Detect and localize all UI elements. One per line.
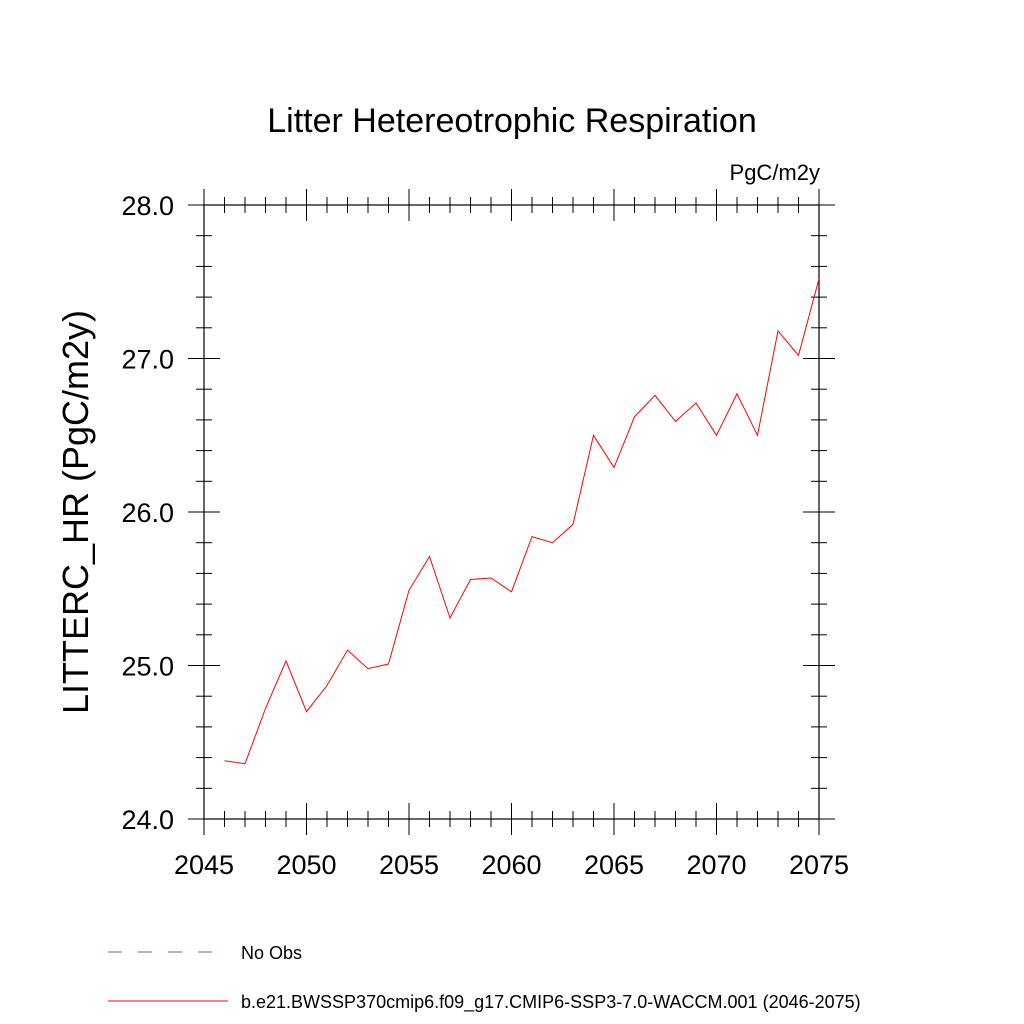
plot-frame <box>203 204 820 820</box>
y-tick-label: 24.0 <box>121 805 174 835</box>
x-tick-label: 2055 <box>379 850 439 880</box>
legend-label: b.e21.BWSSP370cmip6.f09_g17.CMIP6-SSP3-7… <box>241 992 861 1013</box>
units-label: PgC/m2y <box>730 160 820 185</box>
x-tick-label: 2060 <box>481 850 541 880</box>
y-axis-label: LITTERC_HR (PgC/m2y) <box>55 310 96 714</box>
chart-title: Litter Hetereotrophic Respiration <box>267 102 756 140</box>
x-tick-label: 2065 <box>584 850 644 880</box>
x-tick-label: 2045 <box>174 850 234 880</box>
axis-ticks <box>188 189 835 835</box>
legend-label: No Obs <box>241 943 302 963</box>
x-tick-label: 2070 <box>686 850 746 880</box>
series-group <box>224 278 820 765</box>
x-tick-label: 2050 <box>276 850 336 880</box>
y-tick-label: 28.0 <box>121 191 174 221</box>
y-tick-label: 26.0 <box>121 498 174 528</box>
y-tick-label: 25.0 <box>121 652 174 682</box>
x-tick-label: 2075 <box>789 850 849 880</box>
legend: No Obs b.e21.BWSSP370cmip6.f09_g17.CMIP6-… <box>108 943 861 1013</box>
axis-tick-labels: 2045 2050 2055 2060 2065 2070 2075 24.0 25.0 26.0… <box>121 191 849 880</box>
series-line <box>224 278 820 765</box>
y-tick-label: 27.0 <box>121 345 174 375</box>
